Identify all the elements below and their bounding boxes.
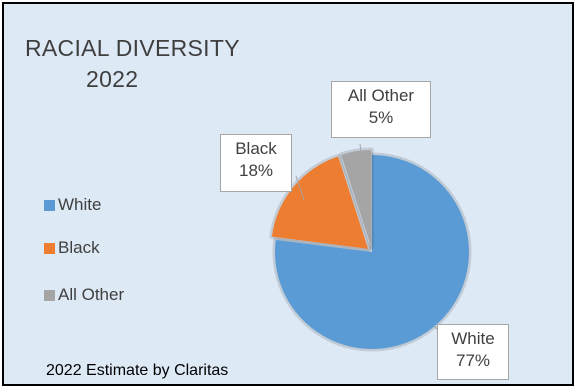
chart-title-line-2: 2022 (86, 66, 139, 92)
legend-item-all-other: All Other (44, 284, 124, 306)
data-label-all-other: All Other 5% (331, 81, 431, 138)
legend-swatch-white (44, 199, 55, 211)
chart-frame: RACIAL DIVERSITY 2022 White Black All Ot… (2, 2, 574, 386)
chart-footnote: 2022 Estimate by Claritas (46, 362, 229, 379)
data-label-white-value: 77% (455, 351, 491, 370)
legend-label-black: Black (58, 238, 100, 257)
legend-label-all-other: All Other (58, 285, 125, 304)
data-label-white: White 77% (437, 324, 509, 380)
data-label-black-value: 18% (238, 161, 274, 180)
data-label-all-other-value: 5% (368, 108, 394, 127)
leader-line-black (295, 175, 305, 201)
legend-swatch-all-other (44, 289, 55, 301)
chart-title-line-1: RACIAL DIVERSITY (25, 35, 240, 61)
data-label-all-other-category: All Other (347, 86, 415, 105)
legend-item-black: Black (44, 237, 100, 259)
legend-item-white: White (44, 194, 101, 216)
pie-slice-all-other-bevel (345, 156, 372, 248)
data-label-black: Black 18% (220, 134, 292, 192)
legend-label-white: White (58, 195, 102, 214)
pie-chart (269, 143, 472, 352)
leader-line-all-other (359, 143, 363, 160)
data-label-black-category: Black (235, 139, 277, 158)
legend-swatch-black (44, 242, 55, 254)
pie-slice-black-bevel (278, 163, 369, 249)
data-label-white-category: White (451, 329, 495, 348)
pie-slice-white-bevel (281, 161, 463, 343)
